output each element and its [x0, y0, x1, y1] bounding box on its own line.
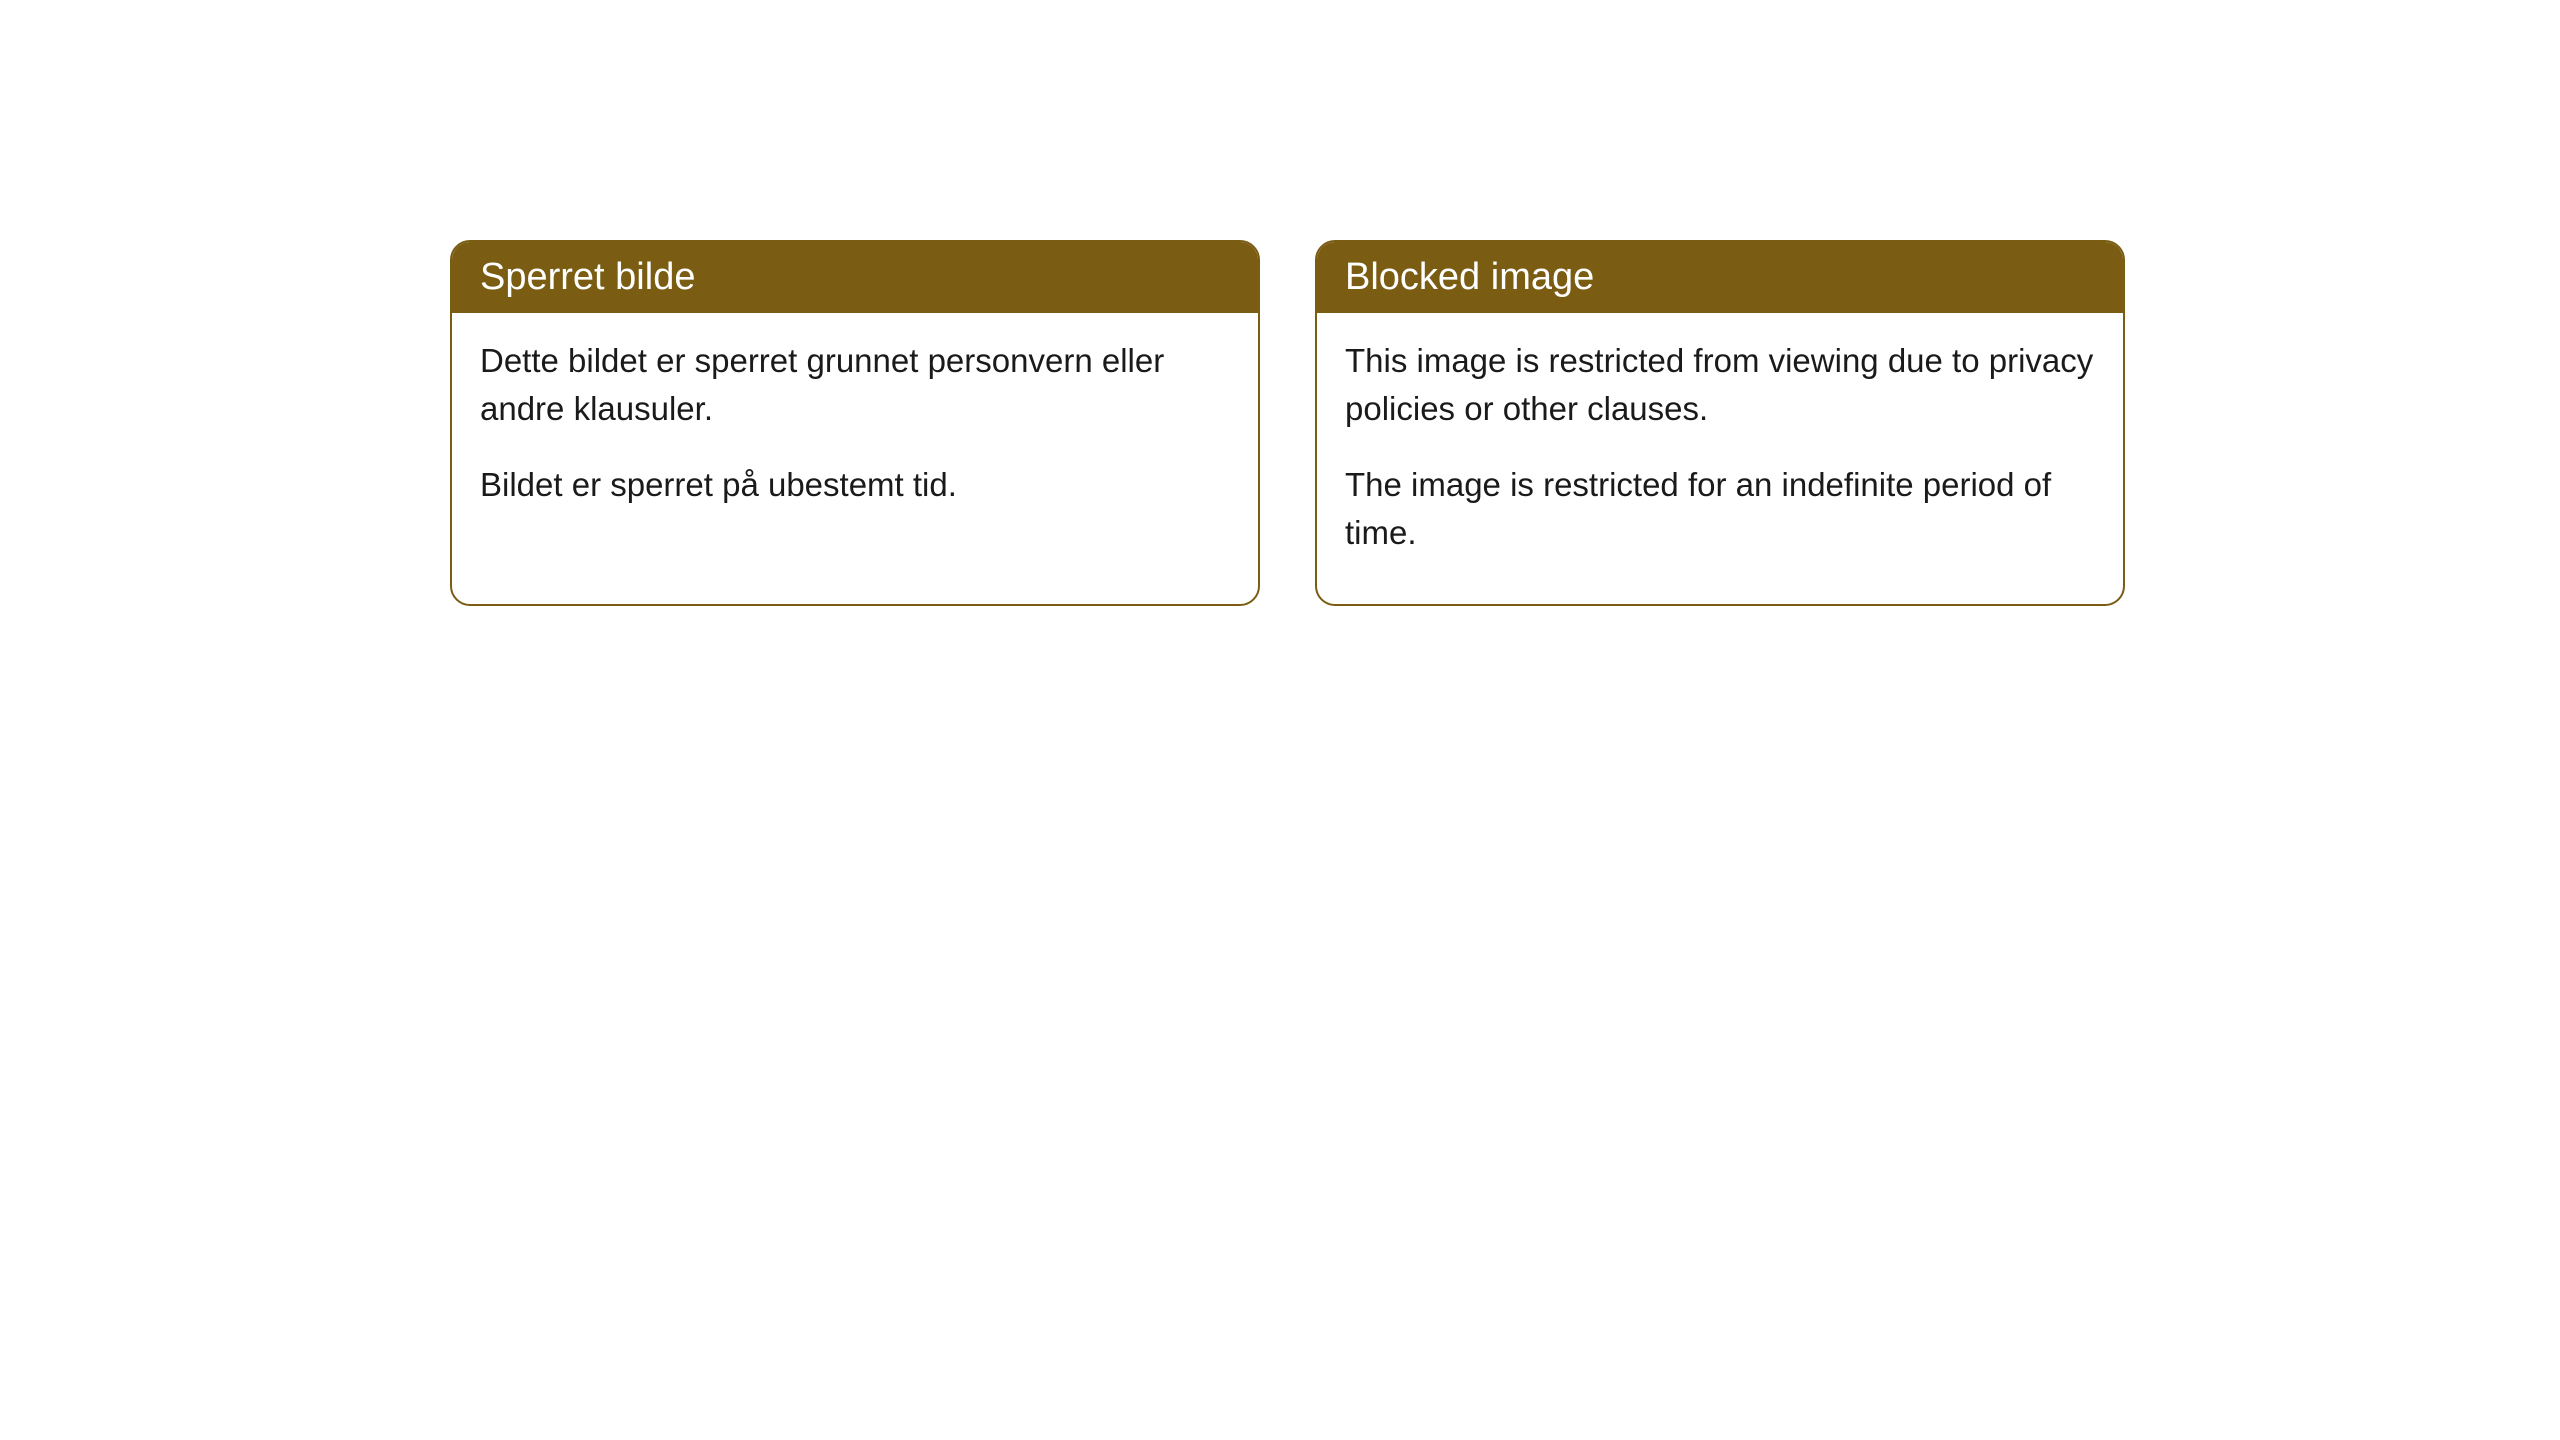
card-body: This image is restricted from viewing du… [1317, 313, 2123, 604]
card-header: Blocked image [1317, 242, 2123, 313]
card-header: Sperret bilde [452, 242, 1258, 313]
notice-card-norwegian: Sperret bilde Dette bildet er sperret gr… [450, 240, 1260, 606]
notice-cards-container: Sperret bilde Dette bildet er sperret gr… [450, 240, 2125, 606]
card-paragraph: Dette bildet er sperret grunnet personve… [480, 337, 1230, 433]
card-paragraph: Bildet er sperret på ubestemt tid. [480, 461, 1230, 509]
notice-card-english: Blocked image This image is restricted f… [1315, 240, 2125, 606]
card-paragraph: The image is restricted for an indefinit… [1345, 461, 2095, 557]
card-paragraph: This image is restricted from viewing du… [1345, 337, 2095, 433]
card-body: Dette bildet er sperret grunnet personve… [452, 313, 1258, 557]
